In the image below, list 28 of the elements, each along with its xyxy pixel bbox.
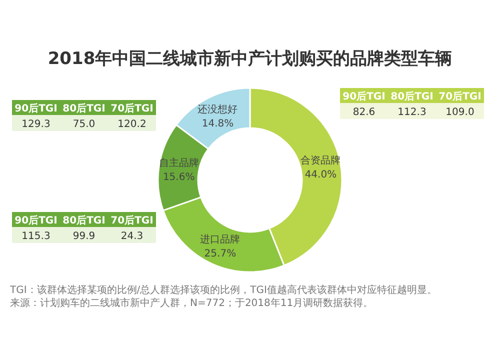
- text: 24.3: [120, 231, 144, 242]
- text: 80后TGI: [390, 90, 434, 102]
- text: 115.3: [22, 231, 50, 242]
- text: 90后TGI: [14, 214, 58, 226]
- text: 109.0: [446, 107, 474, 118]
- text: 80后TGI: [62, 102, 106, 114]
- slice-label: 自主品牌: [158, 157, 199, 170]
- text: 70后TGI: [110, 102, 154, 114]
- text: 80后TGI: [62, 214, 106, 226]
- data-label: 25.7%: [204, 248, 236, 260]
- data-label: 15.6%: [162, 172, 195, 184]
- text: 90后TGI: [14, 102, 58, 114]
- chart-title: 2018年中国二线城市新中产计划购买的品牌类型车辆: [48, 49, 452, 69]
- text: 70后TGI: [110, 214, 154, 226]
- text: 129.3: [22, 119, 50, 130]
- data-label: 44.0%: [304, 169, 337, 180]
- slice-label: 还没想好: [198, 104, 238, 116]
- text: 120.2: [118, 119, 146, 130]
- data-label: 14.8%: [202, 118, 234, 130]
- text: 112.3: [398, 107, 426, 118]
- source-note: 来源：计划购车的二线城市新中产人群，N=772；于2018年11月调研数据获得。: [10, 297, 374, 310]
- slice-label: 进口品牌: [200, 234, 240, 246]
- text: 70后TGI: [438, 90, 482, 102]
- text: TGI：该群体选择某项的比例/总人群选择该项的比例，TGI值越高代表该群体中对应特征越明显。: [10, 284, 438, 297]
- text: 75.0: [72, 119, 96, 130]
- text: 90后TGI: [342, 90, 386, 102]
- text: 99.9: [72, 231, 96, 242]
- text: 82.6: [352, 107, 376, 118]
